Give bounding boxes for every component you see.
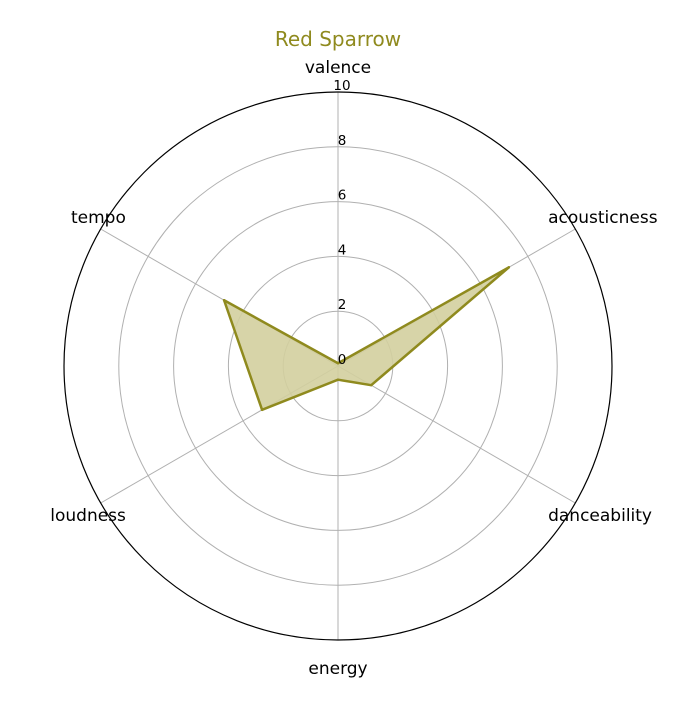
- series-area-0: [222, 266, 511, 412]
- data-point-energy: [336, 378, 340, 381]
- chart-title: Red Sparrow: [275, 27, 401, 51]
- axis-label-valence: valence: [305, 58, 371, 78]
- tick-label-0: 0: [338, 352, 347, 368]
- axis-labels: valence acousticness danceability energy lou…: [50, 58, 657, 679]
- tick-label-10: 10: [333, 78, 350, 94]
- tick-label-8: 8: [338, 133, 347, 149]
- radial-ticks: 0 2 4 6 8 10: [333, 78, 350, 368]
- axis-label-tempo: tempo: [71, 208, 126, 228]
- data-point-valence: [336, 362, 340, 365]
- axis-label-loudness: loudness: [50, 506, 126, 526]
- radar-series: [222, 266, 511, 412]
- data-point-tempo: [222, 299, 226, 302]
- outer-frame: [63, 91, 613, 641]
- data-point-acousticness: [507, 266, 511, 269]
- tick-label-6: 6: [338, 188, 347, 204]
- axis-label-energy: energy: [308, 659, 367, 679]
- tick-label-4: 4: [338, 242, 347, 258]
- data-point-loudness: [260, 408, 264, 412]
- axis-label-acousticness: acousticness: [548, 208, 658, 228]
- axis-label-danceability: danceability: [548, 506, 652, 526]
- data-point-danceability: [370, 383, 373, 387]
- spoke-danceability: [337, 365, 576, 504]
- radar-grid: [63, 91, 613, 641]
- tick-label-2: 2: [338, 297, 347, 313]
